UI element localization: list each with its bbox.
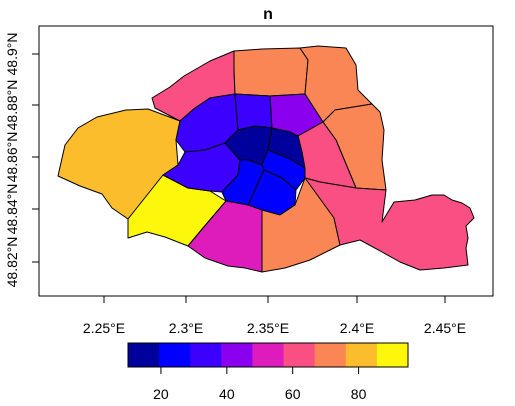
- legend-tick-label: 20: [153, 386, 169, 402]
- y-tick-label: 48.84°N: [4, 184, 20, 235]
- district-southeast-outer: [304, 177, 475, 271]
- legend-swatch: [252, 343, 285, 367]
- district-north-center-outer: [233, 47, 309, 97]
- legend-swatch: [128, 343, 160, 367]
- x-tick-label: 2.25°E: [83, 320, 125, 336]
- y-axis: 48.82°N 48.84°N48.86°N48.88°N 48.9°N: [4, 33, 40, 288]
- x-axis: 2.25°E 2.3°E 2.35°E 2.4°E 2.45°E: [83, 295, 466, 336]
- x-tick-label: 2.4°E: [340, 320, 374, 336]
- y-tick-label: 48.82°N: [4, 237, 20, 288]
- district-layer: [57, 45, 475, 273]
- x-tick-label: 2.3°E: [169, 320, 203, 336]
- district-south-center: [187, 200, 263, 273]
- legend-frame: [127, 342, 409, 368]
- legend-tick-label: 80: [351, 386, 367, 402]
- district-north-inner: [234, 93, 273, 131]
- map-title: n: [263, 6, 273, 23]
- legend-swatch: [376, 343, 409, 367]
- legend-swatch: [314, 343, 347, 367]
- legend-swatch: [190, 343, 222, 367]
- y-tick-label: 48.88°N: [4, 80, 20, 131]
- legend-swatch: [283, 343, 316, 367]
- x-tick-label: 2.35°E: [247, 320, 289, 336]
- y-tick-label: 48.9°N: [4, 33, 20, 76]
- x-tick-label: 2.45°E: [424, 320, 466, 336]
- legend-swatch: [345, 343, 378, 367]
- legend-swatch: [221, 343, 253, 367]
- color-legend: 20 40 60 80: [127, 342, 409, 402]
- legend-tick-label: 40: [219, 386, 235, 402]
- legend-swatch: [159, 343, 191, 367]
- y-tick-label: 48.86°N: [4, 132, 20, 183]
- legend-tick-label: 60: [285, 386, 301, 402]
